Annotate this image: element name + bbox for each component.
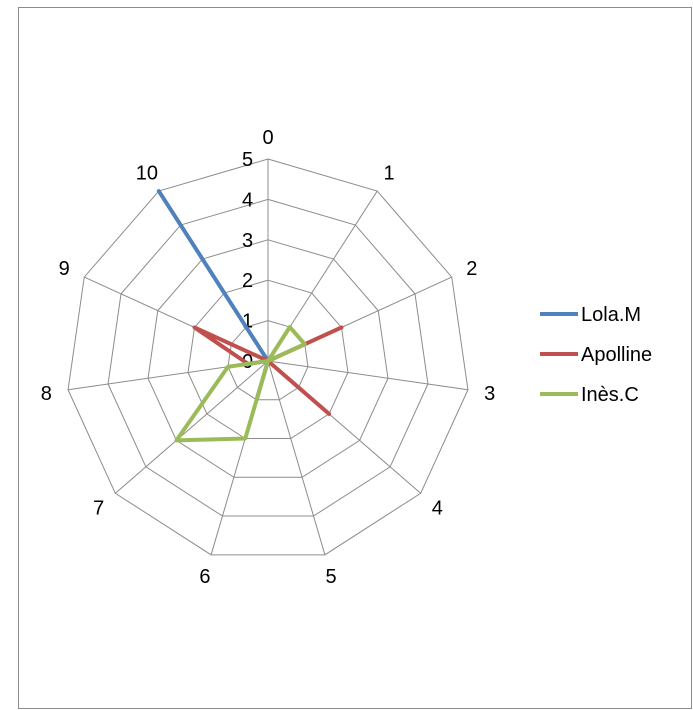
legend-label: Apolline — [581, 344, 652, 366]
r-tick-label: 2 — [242, 270, 253, 292]
category-label: 2 — [466, 258, 477, 280]
series-line-2 — [174, 325, 307, 443]
grid-spoke — [267, 360, 469, 391]
series-line-1 — [192, 325, 344, 416]
legend-label: Inès.C — [581, 384, 639, 406]
category-label: 8 — [41, 383, 52, 405]
grid-spoke — [115, 360, 269, 494]
grid-ring — [187, 279, 349, 440]
category-label: 10 — [136, 163, 158, 185]
legend-label: Lola.M — [581, 304, 641, 326]
category-label: 5 — [326, 566, 337, 588]
category-label: 1 — [384, 163, 395, 185]
grid-ring — [107, 198, 429, 517]
category-label: 9 — [59, 258, 70, 280]
grid-spoke — [267, 360, 326, 555]
grid-ring — [67, 158, 469, 556]
r-tick-label: 1 — [242, 311, 253, 333]
grid-ring — [147, 239, 389, 478]
category-label: 0 — [262, 127, 273, 149]
r-tick-label: 3 — [242, 230, 253, 252]
r-tick-label: 5 — [242, 149, 253, 171]
category-label: 7 — [93, 498, 104, 520]
r-tick-label: 4 — [242, 189, 253, 211]
category-label: 3 — [484, 383, 495, 405]
category-label: 4 — [432, 498, 443, 520]
chart-frame — [18, 7, 692, 709]
category-label: 6 — [199, 566, 210, 588]
